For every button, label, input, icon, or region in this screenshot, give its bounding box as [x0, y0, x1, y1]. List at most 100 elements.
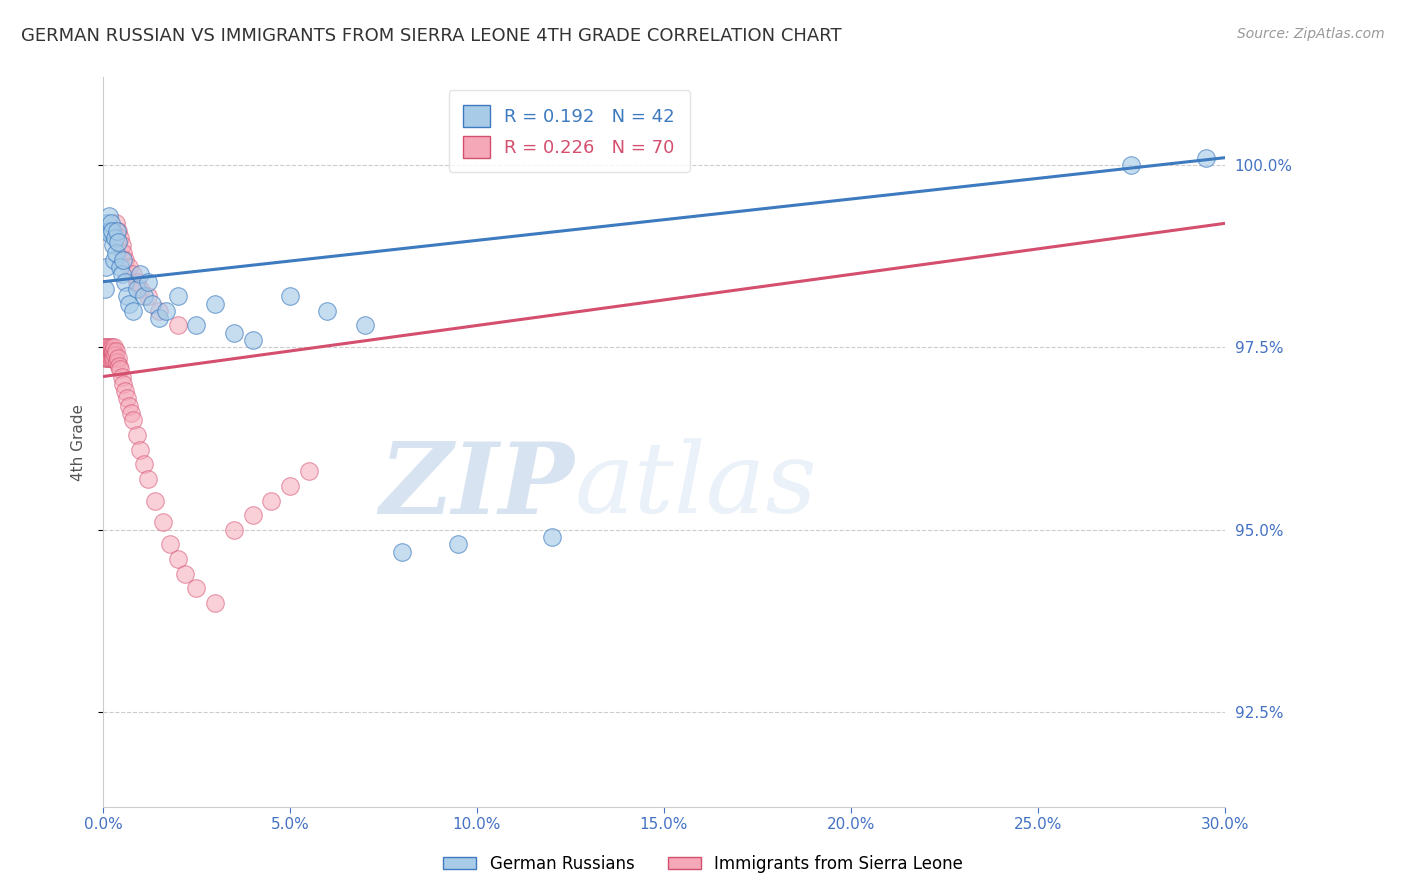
- Point: [166, 552, 188, 566]
- Point: [114, 384, 136, 399]
- Point: [121, 304, 143, 318]
- Point: [114, 252, 136, 267]
- Point: [98, 348, 121, 362]
- Point: [155, 304, 177, 318]
- Point: [104, 231, 127, 245]
- Point: [242, 333, 264, 347]
- Point: [96, 351, 118, 366]
- Point: [141, 296, 163, 310]
- Point: [136, 289, 159, 303]
- Point: [222, 326, 245, 340]
- Point: [112, 376, 135, 391]
- Point: [94, 340, 117, 354]
- Text: Source: ZipAtlas.com: Source: ZipAtlas.com: [1237, 27, 1385, 41]
- Point: [148, 311, 170, 326]
- Point: [186, 581, 208, 595]
- Point: [143, 493, 166, 508]
- Point: [353, 318, 375, 333]
- Point: [121, 268, 143, 282]
- Point: [105, 216, 128, 230]
- Point: [93, 344, 115, 359]
- Point: [108, 362, 131, 376]
- Point: [136, 472, 159, 486]
- Point: [107, 351, 129, 366]
- Point: [114, 275, 136, 289]
- Point: [242, 508, 264, 523]
- Point: [110, 369, 132, 384]
- Text: ZIP: ZIP: [380, 438, 574, 534]
- Point: [105, 224, 128, 238]
- Point: [166, 318, 188, 333]
- Point: [96, 344, 118, 359]
- Point: [110, 268, 132, 282]
- Point: [103, 340, 125, 354]
- Point: [186, 318, 208, 333]
- Point: [278, 479, 301, 493]
- Point: [148, 304, 170, 318]
- Point: [100, 216, 122, 230]
- Point: [108, 231, 131, 245]
- Point: [204, 296, 226, 310]
- Point: [120, 406, 142, 420]
- Point: [101, 348, 124, 362]
- Point: [1195, 151, 1218, 165]
- Point: [98, 344, 121, 359]
- Point: [96, 216, 118, 230]
- Point: [107, 224, 129, 238]
- Legend: German Russians, Immigrants from Sierra Leone: German Russians, Immigrants from Sierra …: [436, 848, 970, 880]
- Point: [105, 245, 128, 260]
- Point: [100, 340, 122, 354]
- Point: [101, 351, 124, 366]
- Point: [96, 348, 118, 362]
- Point: [132, 457, 155, 471]
- Text: atlas: atlas: [574, 438, 817, 533]
- Point: [103, 238, 125, 252]
- Point: [121, 413, 143, 427]
- Point: [316, 304, 339, 318]
- Point: [204, 596, 226, 610]
- Point: [391, 544, 413, 558]
- Point: [107, 359, 129, 373]
- Point: [110, 238, 132, 252]
- Point: [94, 260, 117, 274]
- Point: [112, 252, 135, 267]
- Point: [118, 296, 141, 310]
- Point: [94, 282, 117, 296]
- Point: [260, 493, 283, 508]
- Point: [97, 209, 120, 223]
- Point: [108, 260, 131, 274]
- Point: [136, 275, 159, 289]
- Point: [103, 344, 125, 359]
- Point: [125, 275, 148, 289]
- Point: [115, 392, 138, 406]
- Legend: R = 0.192   N = 42, R = 0.226   N = 70: R = 0.192 N = 42, R = 0.226 N = 70: [449, 90, 689, 172]
- Point: [297, 464, 319, 478]
- Point: [540, 530, 562, 544]
- Point: [447, 537, 470, 551]
- Point: [100, 227, 122, 242]
- Point: [103, 252, 125, 267]
- Point: [125, 428, 148, 442]
- Point: [152, 516, 174, 530]
- Point: [98, 351, 121, 366]
- Point: [97, 348, 120, 362]
- Point: [97, 348, 120, 362]
- Point: [105, 344, 128, 359]
- Point: [105, 355, 128, 369]
- Point: [166, 289, 188, 303]
- Text: GERMAN RUSSIAN VS IMMIGRANTS FROM SIERRA LEONE 4TH GRADE CORRELATION CHART: GERMAN RUSSIAN VS IMMIGRANTS FROM SIERRA…: [21, 27, 842, 45]
- Point: [97, 351, 120, 366]
- Point: [101, 224, 124, 238]
- Point: [112, 245, 135, 260]
- Point: [118, 260, 141, 274]
- Point: [278, 289, 301, 303]
- Point: [97, 344, 120, 359]
- Point: [104, 348, 127, 362]
- Point: [129, 282, 152, 296]
- Point: [129, 442, 152, 457]
- Point: [174, 566, 197, 581]
- Point: [93, 348, 115, 362]
- Point: [101, 344, 124, 359]
- Point: [129, 268, 152, 282]
- Point: [107, 235, 129, 249]
